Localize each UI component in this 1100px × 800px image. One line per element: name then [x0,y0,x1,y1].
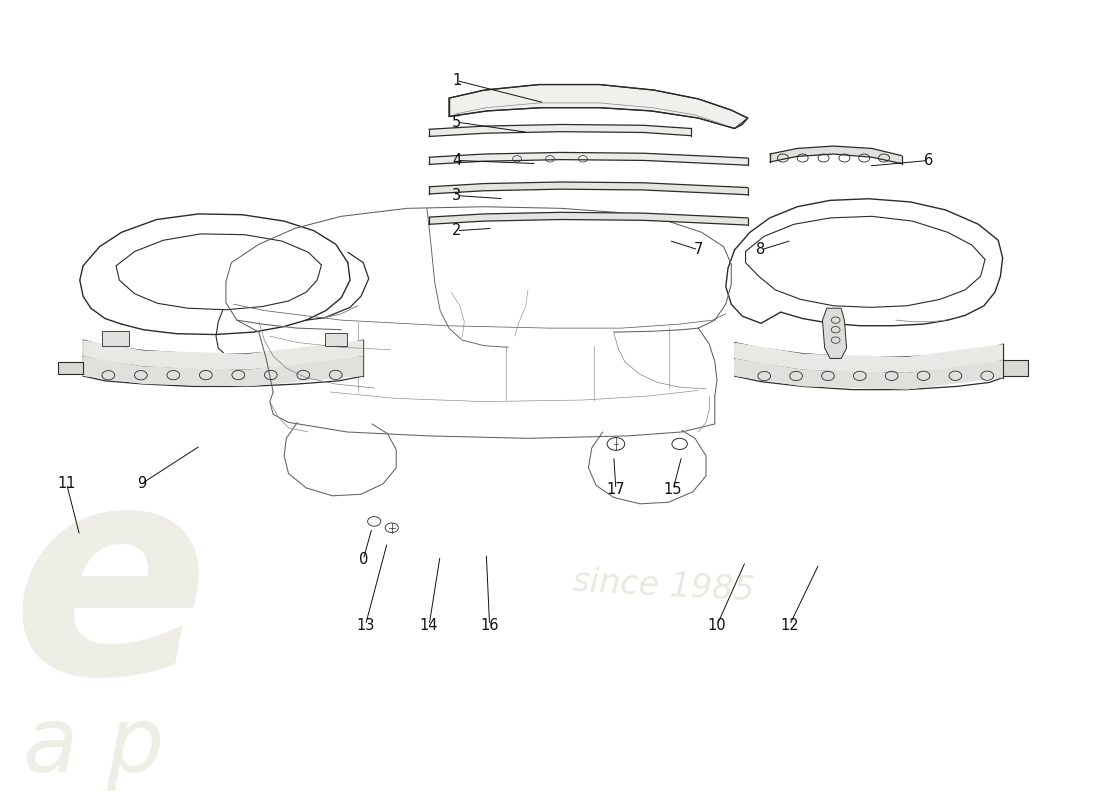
Polygon shape [84,356,363,386]
Polygon shape [58,362,84,374]
Polygon shape [823,308,847,358]
Polygon shape [429,212,748,225]
Text: a p: a p [23,703,164,791]
Polygon shape [735,342,1002,373]
Text: 4: 4 [452,153,461,168]
Polygon shape [429,125,691,137]
Text: 10: 10 [707,618,726,633]
Text: 2: 2 [452,223,461,238]
Polygon shape [1002,360,1027,376]
Text: 12: 12 [780,618,799,633]
FancyBboxPatch shape [102,331,129,346]
Text: 0: 0 [359,552,367,567]
Text: 11: 11 [57,476,76,491]
Polygon shape [449,85,748,129]
FancyBboxPatch shape [324,333,346,346]
Text: 8: 8 [757,242,766,258]
Text: 14: 14 [420,618,439,633]
Text: 5: 5 [452,114,461,130]
Text: 3: 3 [452,188,461,203]
Text: 9: 9 [136,476,146,491]
Text: since 1985: since 1985 [572,565,756,608]
Text: 17: 17 [606,482,625,497]
Polygon shape [84,340,363,370]
Text: 6: 6 [924,153,934,168]
Text: 15: 15 [663,482,682,497]
Polygon shape [429,153,748,166]
Text: 1: 1 [452,73,461,88]
Polygon shape [735,358,1002,390]
Text: e: e [12,453,209,735]
Polygon shape [770,146,902,164]
Text: 7: 7 [694,242,703,258]
Polygon shape [429,182,748,194]
Text: 16: 16 [481,618,498,633]
Text: 13: 13 [356,618,375,633]
